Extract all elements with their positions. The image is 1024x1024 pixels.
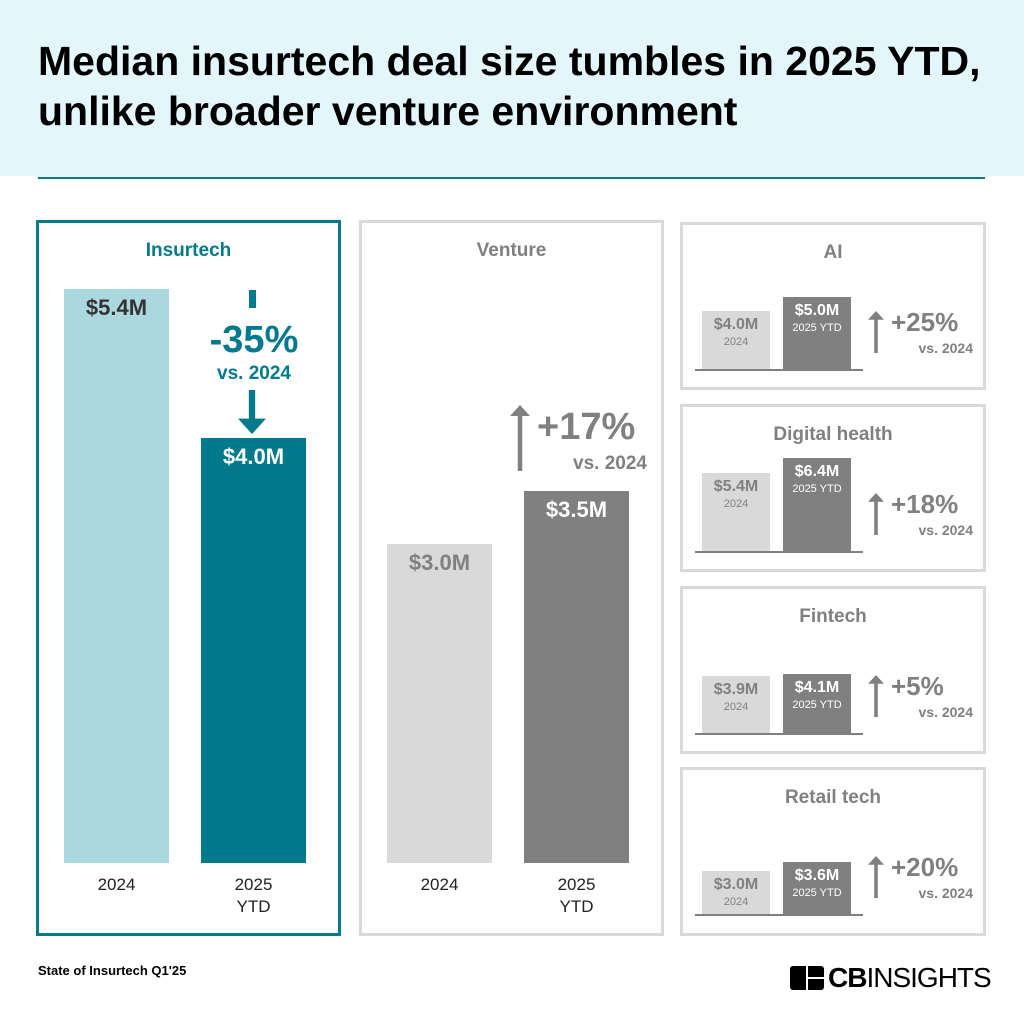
panel-title: Retail tech	[784, 787, 882, 808]
change-value: +5%	[891, 671, 944, 701]
bar-2025-ytd: $6.4M 2025 YTD	[783, 458, 851, 551]
bar-category-label: 2025 YTD	[792, 886, 842, 899]
bar-value-label: $4.0M	[713, 316, 759, 333]
bar-value-label: $3.9M	[713, 681, 759, 699]
arrow-up-icon	[868, 493, 884, 535]
change-value: +25%	[891, 307, 959, 337]
baseline	[695, 551, 863, 553]
bar-category-label: 2024	[723, 701, 749, 714]
bar-2024: $3.9M 2024	[702, 676, 770, 733]
bar-value-label: $4.0M	[222, 443, 285, 469]
change-sub: vs. 2024	[918, 340, 974, 356]
change-value: +17%	[537, 406, 636, 448]
cb-insights-logo: CB INSIGHTS	[790, 962, 992, 994]
change-value: +20%	[891, 852, 959, 882]
bar-value-label: $5.4M	[85, 295, 148, 320]
change-sub: vs. 2024	[918, 704, 974, 720]
x-tick-label: 2024	[64, 874, 169, 896]
bar-2024: $5.4M 2024	[702, 472, 770, 551]
change-value: +18%	[891, 489, 959, 519]
baseline	[695, 914, 863, 916]
bar-value-label: $3.0M	[408, 550, 471, 576]
bar-value-label: $4.1M	[794, 678, 840, 696]
x-tick-line: 2025	[234, 875, 273, 894]
x-tick-line: YTD	[236, 897, 271, 916]
header-banner	[0, 0, 1024, 176]
change-sub: vs. 2024	[573, 453, 647, 474]
x-tick-line: 2024	[97, 875, 136, 894]
x-tick-label: 2025 YTD	[201, 874, 306, 918]
venture-panel: Venture $3.0M 2024 $3.5M 2025 YTD +17% vs. 2024	[359, 220, 664, 936]
bar-value-label: $3.6M	[794, 866, 840, 884]
arrow-up-icon	[868, 856, 884, 898]
panel-title: AI	[823, 242, 843, 263]
x-tick-label: 2024	[387, 874, 492, 896]
x-tick-line: 2025	[557, 875, 596, 894]
change-sub: vs. 2024	[918, 522, 974, 538]
header-divider	[38, 177, 985, 179]
page-title: Median insurtech deal size tumbles in 20…	[38, 38, 981, 134]
arrow-up-icon	[868, 675, 884, 717]
ai-panel: AI $4.0M 2024 $5.0M 2025 YTD +25% vs. 2024	[680, 222, 986, 390]
bar-category-label: 2024	[723, 336, 749, 348]
bar-value-label: $3.0M	[713, 875, 759, 893]
bar-category-label: 2024	[723, 497, 749, 510]
bar-2025-ytd: $3.5M	[524, 490, 629, 863]
panel-title: Insurtech	[145, 240, 232, 261]
bar-2025-ytd: $4.1M 2025 YTD	[783, 673, 851, 733]
change-sub: vs. 2024	[217, 363, 291, 384]
arrow-up-icon	[868, 311, 884, 353]
x-tick-label: 2025 YTD	[524, 874, 629, 918]
change-dash	[249, 290, 256, 308]
baseline	[695, 733, 863, 735]
bar-2024: $3.0M	[387, 544, 492, 863]
arrow-down-icon	[238, 390, 266, 434]
bar-2024: $4.0M 2024	[702, 311, 770, 369]
retail-tech-panel: Retail tech $3.0M 2024 $3.6M 2025 YTD +20% vs.…	[680, 767, 986, 936]
baseline	[695, 369, 863, 371]
bar-2025-ytd: $5.0M 2025 YTD	[783, 296, 851, 369]
bar-value-label: $3.5M	[545, 496, 608, 522]
arrow-up-icon	[510, 405, 530, 471]
bar-2024: $3.0M 2024	[702, 870, 770, 914]
source-label: State of Insurtech Q1'25	[38, 963, 187, 978]
insurtech-panel: Insurtech $5.4M 2024 $4.0M 2025 YTD -35% vs. 20…	[36, 220, 341, 936]
x-tick-line: 2024	[420, 875, 459, 894]
bar-value-label: $5.0M	[794, 301, 840, 319]
bar-category-label: 2025 YTD	[792, 698, 842, 711]
digital-health-panel: Digital health $5.4M 2024 $6.4M 2025 YTD +18%…	[680, 404, 986, 572]
change-value: -35%	[209, 319, 299, 361]
panel-title: Venture	[476, 240, 547, 261]
bar-2025-ytd: $3.6M 2025 YTD	[783, 861, 851, 914]
panel-title: Digital health	[773, 424, 893, 445]
bar-category-label: 2025 YTD	[792, 321, 842, 334]
bar-value-label: $5.4M	[713, 477, 759, 495]
bar-category-label: 2024	[723, 895, 749, 908]
cb-logo-mark-icon	[790, 966, 824, 990]
bar-2024: $5.4M	[64, 289, 169, 863]
bar-2025-ytd: $4.0M	[201, 437, 306, 863]
fintech-panel: Fintech $3.9M 2024 $4.1M 2025 YTD +5% vs. 2024	[680, 586, 986, 754]
bar-category-label: 2025 YTD	[792, 483, 842, 496]
bar-value-label: $6.4M	[794, 463, 840, 481]
x-tick-line: YTD	[559, 897, 594, 916]
panel-title: Fintech	[799, 606, 867, 627]
change-sub: vs. 2024	[918, 885, 974, 901]
